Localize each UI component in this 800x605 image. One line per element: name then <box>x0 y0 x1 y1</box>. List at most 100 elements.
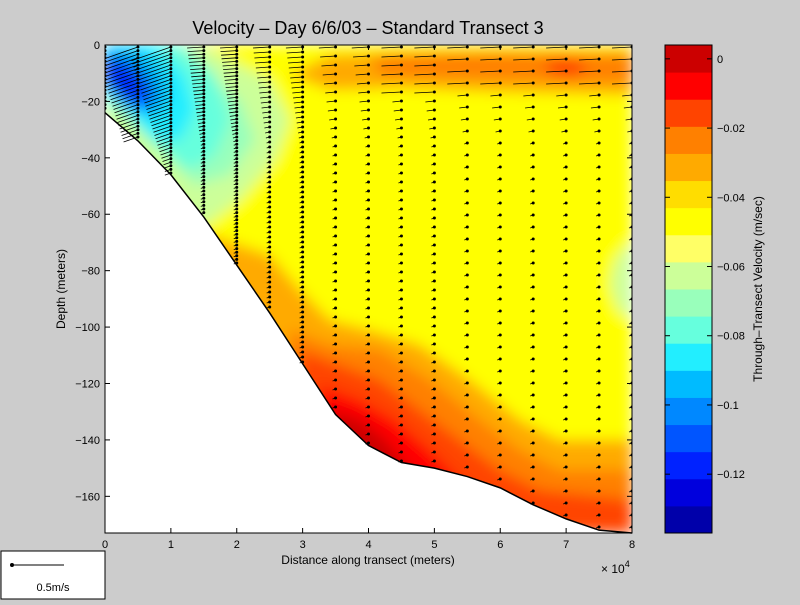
vector-dot <box>399 324 403 328</box>
vector-dot <box>202 67 206 71</box>
vector-dot <box>399 180 403 184</box>
velocity-vector <box>579 46 600 49</box>
vector-dot <box>597 153 601 157</box>
y-tick-label: −20 <box>81 96 100 108</box>
vector-dot <box>235 139 239 143</box>
vector-dot <box>465 285 469 289</box>
colorbar-swatch <box>665 72 712 100</box>
velocity-vector <box>253 51 270 54</box>
velocity-vector <box>133 53 172 68</box>
vector-dot <box>597 81 601 85</box>
vector-dot <box>531 501 535 505</box>
velocity-vector <box>134 57 172 71</box>
vector-dot <box>465 441 469 445</box>
vector-dot <box>202 92 206 96</box>
vector-dot <box>367 243 370 247</box>
vector-dot <box>465 453 469 457</box>
vector-dot <box>301 320 305 324</box>
vector-dot <box>235 178 239 182</box>
vector-dot <box>564 225 568 229</box>
vector-dot <box>268 235 272 239</box>
y-axis-label: Depth (meters) <box>54 249 68 329</box>
vector-dot <box>334 234 338 238</box>
vector-dot <box>531 321 535 325</box>
vector-dot <box>399 72 403 76</box>
vector-dot <box>597 429 601 433</box>
vector-dot <box>301 310 305 314</box>
vector-dot <box>268 210 272 214</box>
x-multiplier-exponent: 4 <box>625 559 630 569</box>
vector-dot <box>597 249 601 253</box>
vector-dot <box>301 190 305 194</box>
vector-dot <box>597 513 601 517</box>
vector-dot <box>202 117 206 121</box>
vector-dot <box>564 93 568 97</box>
vector-dot <box>301 195 305 199</box>
velocity-vector <box>288 66 303 69</box>
vector-dot <box>597 201 601 205</box>
vector-dot <box>399 207 403 211</box>
vector-dot <box>465 213 469 217</box>
vector-dot <box>202 81 206 85</box>
y-tick-label: 0 <box>94 40 100 52</box>
vector-dot <box>432 351 436 355</box>
velocity-vector <box>289 71 303 74</box>
scale-bar-label: 0.5m/s <box>36 582 70 594</box>
vector-dot <box>498 189 502 193</box>
x-multiplier-base: × 10 <box>601 562 625 576</box>
vector-dot <box>301 270 305 274</box>
vector-dot <box>268 55 272 59</box>
velocity-vector <box>105 61 139 74</box>
vector-dot <box>399 243 403 247</box>
velocity-vector <box>414 73 435 76</box>
colorbar-tick-label: −0.1 <box>717 400 739 412</box>
vector-dot <box>399 261 403 265</box>
vector-dot <box>334 315 338 319</box>
velocity-vector <box>105 108 106 109</box>
vector-dot <box>531 441 535 445</box>
vector-dot <box>465 249 469 253</box>
vector-dot <box>235 92 239 96</box>
vector-dot <box>169 63 173 67</box>
vector-dot <box>465 405 469 409</box>
vector-dot <box>268 100 272 104</box>
vector-dot <box>202 182 206 186</box>
vector-dot <box>531 489 535 493</box>
vector-dot <box>399 54 403 58</box>
vector-dot <box>169 52 173 56</box>
vector-dot <box>597 69 601 73</box>
vector-dot <box>169 77 173 81</box>
vector-dot <box>498 141 502 145</box>
vector-dot <box>334 126 338 130</box>
vector-dot <box>301 285 305 289</box>
velocity-vector <box>193 89 204 92</box>
vector-dot <box>597 417 601 421</box>
vector-dot <box>268 125 272 129</box>
vector-dot <box>367 207 370 211</box>
vector-dot <box>367 333 370 337</box>
vector-dot <box>268 300 272 304</box>
vector-dot <box>531 129 535 133</box>
colorbar-swatch <box>665 343 712 371</box>
vector-dot <box>597 321 601 325</box>
vector-dot <box>136 113 140 117</box>
vector-dot <box>235 257 239 261</box>
vector-dot <box>564 285 568 289</box>
vector-dot <box>235 59 239 63</box>
velocity-vector <box>513 46 534 49</box>
vector-dot <box>367 81 370 85</box>
vector-dot <box>399 306 403 310</box>
velocity-vector <box>194 100 204 103</box>
vector-dot <box>169 131 173 135</box>
vector-dot <box>235 49 239 53</box>
velocity-vector <box>105 65 106 66</box>
vector-dot <box>465 333 469 337</box>
vector-dot <box>334 360 338 364</box>
velocity-vector <box>187 50 204 52</box>
vector-dot <box>235 117 239 121</box>
vector-dot <box>399 369 403 373</box>
vector-dot <box>399 315 403 319</box>
vector-dot <box>531 45 535 49</box>
velocity-vector <box>105 79 106 80</box>
